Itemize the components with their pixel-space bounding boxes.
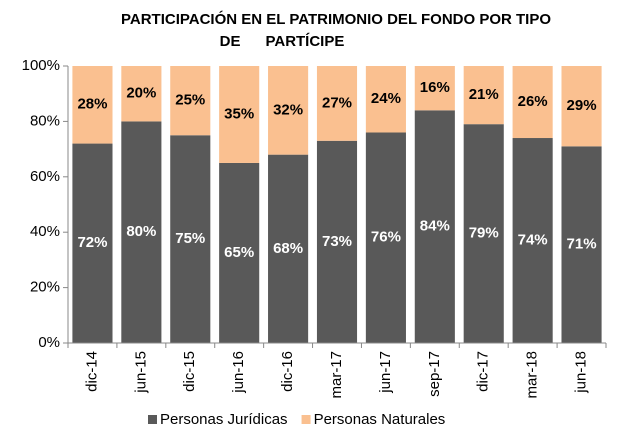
bar-segment xyxy=(219,162,260,343)
bar-segment xyxy=(316,140,358,343)
legend-label: Personas Naturales xyxy=(314,411,446,428)
data-label: 75% xyxy=(175,230,205,247)
data-label: 76% xyxy=(371,229,401,246)
x-tick-label: jun-18 xyxy=(573,351,590,394)
x-tick-label: dic-14 xyxy=(83,351,100,392)
bar-segment xyxy=(365,66,406,133)
data-label: 27% xyxy=(322,94,352,111)
data-label: 73% xyxy=(322,233,352,250)
bar-segment xyxy=(316,66,358,141)
data-label: 84% xyxy=(420,218,450,235)
y-tick-label: 100% xyxy=(22,57,60,74)
bar-segment xyxy=(170,135,211,343)
data-label: 28% xyxy=(77,96,107,113)
x-tick-label: jun-16 xyxy=(230,351,247,394)
data-label: 71% xyxy=(567,236,597,253)
chart-title: PARTICIPACIÓN EN EL PATRIMONIO DEL FONDO… xyxy=(121,10,551,28)
bar-segment xyxy=(414,66,455,111)
bar-segment xyxy=(512,138,553,343)
bar-segment xyxy=(268,154,309,343)
bar-segment xyxy=(463,66,504,125)
data-label: 68% xyxy=(273,240,303,257)
x-tick-label: jun-15 xyxy=(132,351,149,394)
data-label: 26% xyxy=(518,93,548,110)
data-label: 72% xyxy=(77,234,107,251)
bar-segment xyxy=(121,66,162,122)
bar-segment xyxy=(561,66,602,147)
y-tick-label: 80% xyxy=(30,112,60,129)
data-label: 32% xyxy=(273,101,303,118)
bar-segment xyxy=(72,66,113,144)
bar-segment xyxy=(561,146,602,343)
y-tick-label: 0% xyxy=(38,334,60,351)
data-label: 24% xyxy=(371,90,401,107)
bar-segment xyxy=(170,66,211,136)
x-tick-label: mar-17 xyxy=(328,351,345,399)
data-label: 65% xyxy=(224,244,254,261)
chart-title: DE PARTÍCIPE xyxy=(220,33,345,50)
data-label: 74% xyxy=(518,231,548,248)
bar-segment xyxy=(365,132,406,343)
data-label: 25% xyxy=(175,92,205,109)
bar-segment xyxy=(414,110,455,343)
y-tick-label: 40% xyxy=(30,223,60,240)
x-tick-label: jun-17 xyxy=(377,351,394,394)
bar-segment xyxy=(512,66,553,139)
data-label: 21% xyxy=(469,86,499,103)
data-label: 79% xyxy=(469,225,499,242)
y-tick-label: 60% xyxy=(30,168,60,185)
bar-segment xyxy=(219,66,260,163)
bar-segment xyxy=(268,66,309,155)
data-label: 80% xyxy=(126,223,156,240)
data-label: 29% xyxy=(567,97,597,114)
x-tick-label: dic-16 xyxy=(279,351,296,392)
x-tick-label: mar-18 xyxy=(524,351,541,399)
bar-segment xyxy=(463,124,504,343)
data-label: 20% xyxy=(126,85,156,102)
legend-label: Personas Jurídicas xyxy=(160,411,288,428)
bar-segment xyxy=(72,143,113,343)
x-tick-label: dic-17 xyxy=(475,351,492,392)
y-tick-label: 20% xyxy=(30,279,60,296)
legend-swatch xyxy=(301,415,311,424)
x-tick-label: sep-17 xyxy=(426,351,443,397)
legend-swatch xyxy=(148,415,157,424)
data-label: 16% xyxy=(420,79,450,96)
data-label: 35% xyxy=(224,105,254,122)
bar-segment xyxy=(121,121,162,344)
x-tick-label: dic-15 xyxy=(181,351,198,392)
